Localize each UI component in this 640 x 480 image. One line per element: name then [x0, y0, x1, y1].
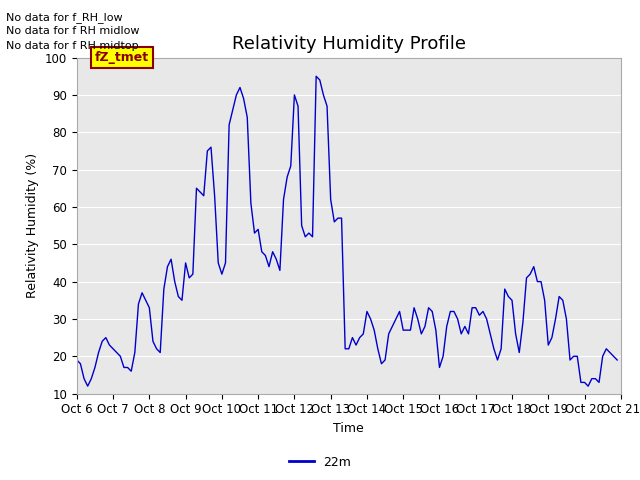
Text: No data for f RH midlow: No data for f RH midlow: [6, 26, 140, 36]
Text: No data for f_RH_low: No data for f_RH_low: [6, 12, 123, 23]
Text: No data for f RH midtop: No data for f RH midtop: [6, 41, 139, 51]
Title: Relativity Humidity Profile: Relativity Humidity Profile: [232, 35, 466, 53]
Y-axis label: Relativity Humidity (%): Relativity Humidity (%): [26, 153, 39, 298]
X-axis label: Time: Time: [333, 422, 364, 435]
Legend: 22m: 22m: [284, 451, 356, 474]
Text: fZ_tmet: fZ_tmet: [95, 51, 149, 64]
